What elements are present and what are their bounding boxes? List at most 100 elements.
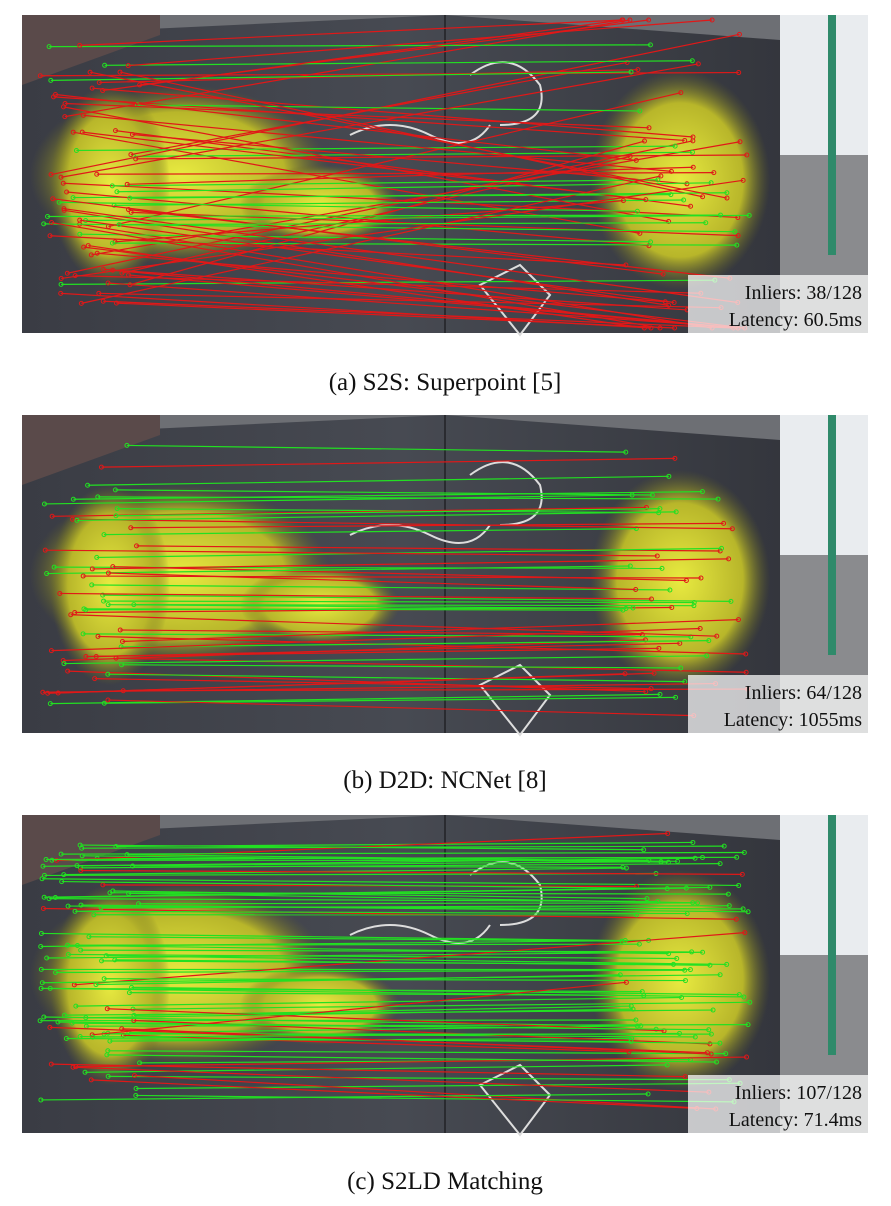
keypoint [676, 1030, 682, 1036]
keypoint [105, 1073, 111, 1079]
sky [780, 815, 868, 955]
match-line [79, 19, 623, 46]
keypoint [117, 627, 123, 633]
keypoint [44, 571, 50, 577]
keypoint [109, 240, 115, 246]
keypoint [672, 143, 678, 149]
match-line [108, 572, 636, 591]
keypoint [43, 856, 49, 862]
panel: Inliers: 107/128 Latency: 71.4ms [22, 815, 868, 1137]
keypoint [707, 884, 713, 890]
match-line [43, 1016, 638, 1027]
keypoint [113, 300, 119, 306]
keypoint [54, 857, 60, 863]
keypoint [47, 701, 53, 707]
match-line [77, 944, 669, 955]
keypoint [697, 626, 703, 632]
keypoint [619, 938, 625, 944]
keypoint [666, 951, 672, 957]
keypoint [688, 203, 694, 209]
keypoint [643, 504, 649, 510]
keypoint [94, 171, 100, 177]
match-line [73, 1066, 709, 1093]
keypoint [679, 994, 685, 1000]
keypoint [635, 67, 641, 73]
keypoint [94, 250, 100, 256]
match-line [68, 953, 677, 960]
chalk [349, 461, 552, 737]
keypoint [129, 131, 135, 137]
match-line [81, 904, 749, 913]
keypoint [637, 230, 643, 236]
keypoint [72, 908, 78, 914]
keypoint [100, 266, 106, 272]
match-line [101, 457, 675, 468]
match-line [61, 880, 668, 890]
keypoint [691, 603, 697, 609]
keypoint [89, 582, 95, 588]
keypoint [732, 229, 738, 235]
match-line [97, 635, 746, 655]
keypoint [105, 280, 111, 286]
keypoint [39, 876, 45, 882]
keypoint [83, 1015, 89, 1021]
keypoint [623, 979, 629, 985]
keypoint [706, 1027, 712, 1033]
keypoint [95, 494, 101, 500]
keypoint [128, 152, 134, 158]
keypoint [649, 492, 655, 498]
keypoint [736, 70, 742, 76]
keypoint [77, 42, 83, 48]
match-line [75, 1056, 747, 1068]
match-line [76, 145, 676, 152]
match-line [41, 932, 626, 942]
keypoint [633, 587, 639, 593]
keypoint [682, 978, 688, 984]
keypoint [741, 849, 747, 855]
keypoint [638, 1023, 644, 1029]
keypoint [82, 1069, 88, 1075]
keypoint [741, 994, 747, 1000]
keypoint [628, 69, 634, 75]
keypoint [633, 912, 639, 918]
keypoint [627, 17, 633, 23]
match-line [117, 508, 659, 514]
keypoint [657, 325, 663, 331]
keypoint [682, 137, 688, 143]
match-line [64, 19, 630, 118]
match-line [72, 1022, 709, 1031]
match-line [42, 878, 739, 887]
keypoint [715, 496, 721, 502]
match-line [83, 114, 672, 172]
match-line [121, 664, 681, 669]
keypoint [37, 1018, 43, 1024]
keypoint [634, 1023, 640, 1029]
sign [22, 15, 160, 85]
keypoint [131, 1072, 137, 1078]
keypoint [83, 654, 89, 660]
keypoint [64, 189, 70, 195]
sky [780, 415, 868, 555]
match-line [88, 936, 622, 942]
match-line [138, 902, 698, 905]
match-line [107, 1050, 726, 1055]
keypoint [100, 298, 106, 304]
keypoint [675, 858, 681, 864]
keypoint [58, 275, 64, 281]
match-line [46, 856, 737, 861]
match-line [49, 898, 658, 902]
keypoint [656, 645, 662, 651]
keypoint [623, 262, 629, 268]
match-line [132, 133, 687, 185]
keypoint [117, 69, 123, 75]
keypoint [51, 564, 57, 570]
keypoint [81, 244, 87, 250]
keypoint [88, 252, 94, 258]
match-line [49, 235, 626, 266]
keypoint [695, 61, 701, 67]
keypoint [619, 17, 625, 23]
keypoint [678, 665, 684, 671]
match-line [92, 981, 627, 1036]
match-line [103, 268, 688, 311]
match-line [46, 565, 631, 575]
